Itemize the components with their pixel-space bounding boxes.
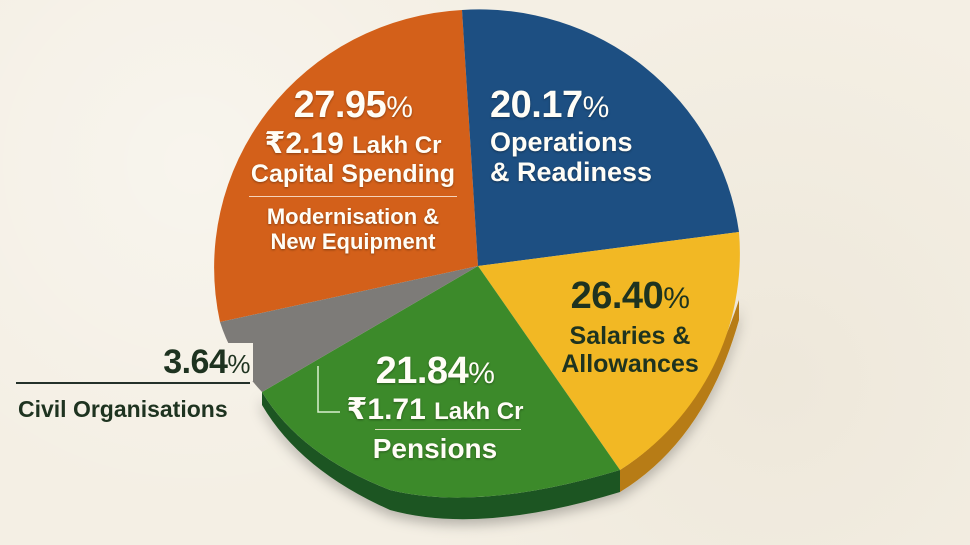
operations-percent: 20.17% bbox=[490, 84, 609, 126]
slice-operations-readiness bbox=[462, 9, 739, 267]
salaries-percent: 26.40% bbox=[570, 275, 690, 317]
slice-salaries-allowances bbox=[478, 232, 740, 470]
slice-pensions bbox=[262, 266, 620, 498]
pensions-percent: 21.84% bbox=[375, 350, 495, 392]
salaries-name-line1: Salaries & bbox=[569, 321, 691, 350]
slice-capital-spending bbox=[214, 10, 478, 322]
pensions-name: Pensions bbox=[372, 433, 498, 465]
label-pensions: 21.84% ₹1.71 Lakh Cr Pensions bbox=[335, 350, 535, 465]
label-civil-name: Civil Organisations bbox=[18, 396, 228, 422]
operations-name-line1: Operations bbox=[490, 126, 633, 157]
salaries-name-line2: Allowances bbox=[561, 349, 699, 378]
capital-percent: 27.95% bbox=[293, 84, 413, 126]
capital-divider bbox=[249, 196, 457, 198]
label-civil-percent: 3.64% bbox=[150, 343, 253, 382]
capital-name: Capital Spending bbox=[250, 160, 456, 189]
pie-extrusion bbox=[262, 300, 739, 520]
capital-detail-line1: Modernisation & bbox=[266, 204, 440, 230]
pensions-amount: ₹1.71 Lakh Cr bbox=[346, 392, 524, 426]
label-capital-spending: 27.95% ₹2.19 Lakh Cr Capital Spending Mo… bbox=[243, 84, 463, 254]
operations-name-line2: & Readiness bbox=[490, 156, 653, 187]
capital-amount: ₹2.19 Lakh Cr bbox=[264, 126, 442, 160]
slice-civil-organisations bbox=[220, 266, 478, 392]
pensions-bracket-line bbox=[317, 366, 340, 413]
label-salaries-allowances: 26.40% Salaries & Allowances bbox=[535, 275, 725, 378]
pensions-divider bbox=[375, 429, 521, 431]
label-operations-readiness: 20.17% Operations & Readiness bbox=[490, 84, 660, 187]
capital-detail-line2: New Equipment bbox=[270, 228, 436, 254]
